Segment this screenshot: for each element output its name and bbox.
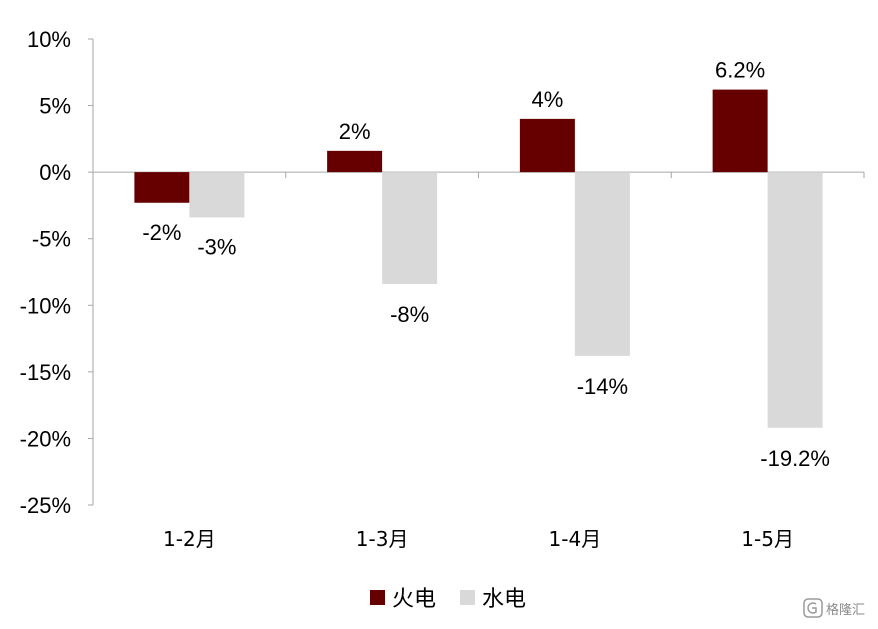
data-label-series-0: 6.2%	[715, 58, 765, 83]
legend-label-series-0: 火电	[392, 587, 436, 612]
chart-legend: 火电 水电	[370, 587, 526, 612]
y-tick-label: 5%	[39, 94, 71, 119]
bar-series-0	[134, 172, 190, 203]
bar-series-0	[327, 150, 383, 173]
bar-series-1	[189, 172, 245, 218]
data-label-series-0: 2%	[339, 119, 371, 144]
x-category-label: 1-2月	[163, 527, 216, 551]
data-label-series-1: -3%	[197, 234, 236, 259]
x-category-label: 1-4月	[549, 527, 602, 551]
y-tick-label: 10%	[27, 27, 71, 52]
y-tick-label: -15%	[20, 360, 71, 385]
x-category-label: 1-5月	[741, 527, 794, 551]
bar-series-0	[519, 118, 575, 173]
legend-swatch-series-1	[460, 590, 475, 605]
y-tick-label: -5%	[32, 227, 71, 252]
chart-data-labels: -2% 2% 4% 6.2% -3% -8% -14% -19.2%	[142, 58, 830, 471]
data-label-series-1: -19.2%	[760, 446, 830, 471]
y-tick-label: -20%	[20, 426, 71, 451]
watermark-logo-mark	[807, 602, 817, 614]
bar-series-1	[382, 172, 438, 284]
y-tick-label: 0%	[39, 160, 71, 185]
x-category-label: 1-3月	[356, 527, 409, 551]
legend-label-series-1: 水电	[482, 587, 526, 612]
bar-series-0	[712, 89, 768, 173]
y-tick-label: -10%	[20, 293, 71, 318]
bar-series-1	[767, 172, 823, 428]
data-label-series-0: 4%	[531, 87, 563, 112]
watermark-text: 格隆汇	[826, 602, 865, 618]
chart-axes: 10% 5% 0% -5% -10% -15% -20% -25% 1-2月 1-3月 1-4月 1-…	[20, 27, 865, 551]
bar-series-1	[574, 172, 630, 356]
data-label-series-0: -2%	[142, 220, 181, 245]
watermark-logo-icon	[803, 598, 823, 618]
data-label-series-1: -8%	[390, 302, 429, 327]
data-label-series-1: -14%	[577, 374, 628, 399]
chart-bars	[134, 89, 823, 428]
y-tick-label: -25%	[20, 493, 71, 518]
legend-swatch-series-0	[370, 590, 385, 605]
watermark: 格隆汇	[803, 598, 865, 618]
